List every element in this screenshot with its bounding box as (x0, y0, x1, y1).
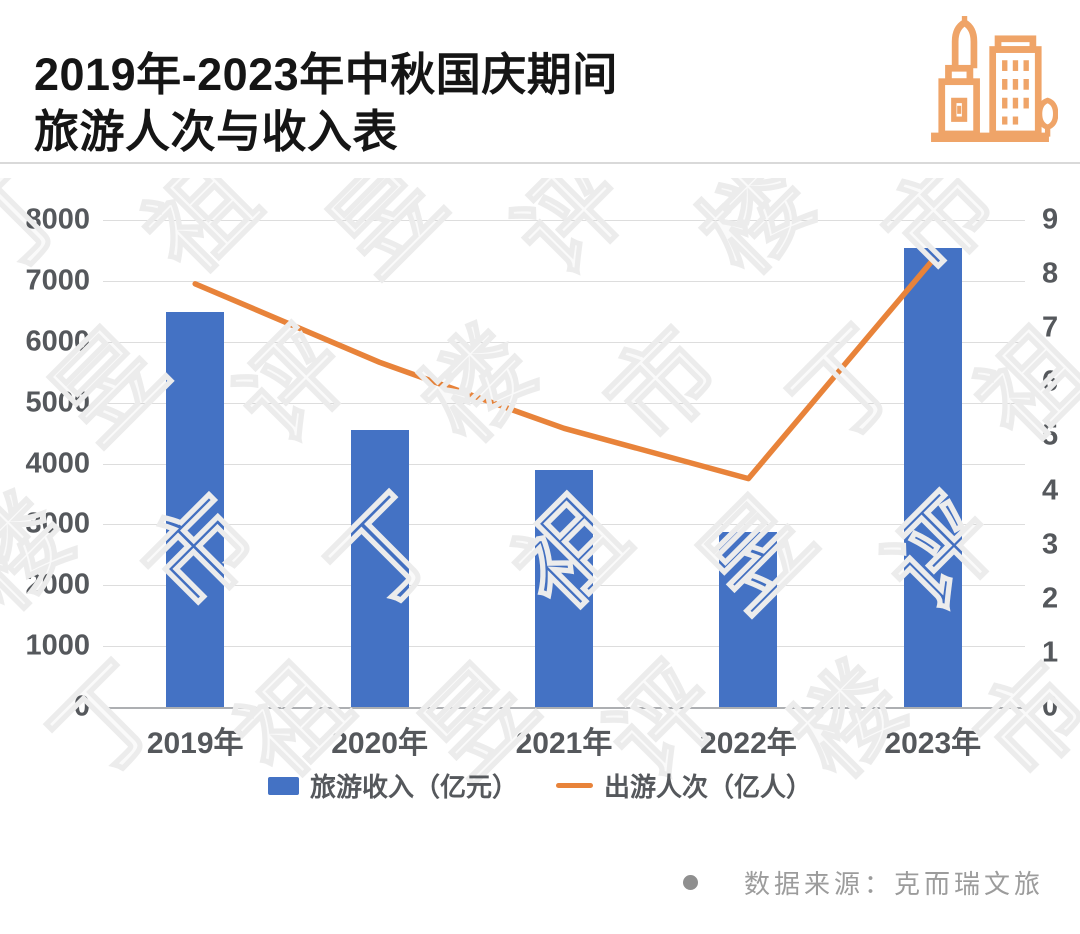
bullet-dot-icon (682, 875, 698, 890)
right-axis-tick: 7 (1042, 311, 1059, 344)
x-axis-label-2022年: 2022年 (700, 727, 797, 760)
left-axis-tick: 2000 (25, 568, 90, 601)
page-title-line1: 2019年-2023年中秋国庆期间 (34, 49, 618, 101)
legend-label: 旅游收入（亿元） (309, 772, 518, 802)
right-axis-tick: 5 (1042, 419, 1059, 452)
x-axis-label-2020年: 2020年 (331, 727, 428, 760)
right-axis-tick: 0 (1042, 690, 1059, 723)
left-axis-tick: 6000 (25, 325, 90, 358)
line-swatch-icon (556, 783, 593, 788)
right-axis-tick: 3 (1042, 528, 1059, 561)
right-axis-tick: 9 (1042, 203, 1059, 236)
x-axis-label-2021年: 2021年 (515, 727, 613, 760)
right-axis-tick: 4 (1042, 474, 1059, 507)
bar-2021年 (535, 470, 593, 707)
x-axis-label-2019年: 2019年 (146, 727, 244, 760)
gridline (103, 280, 1025, 282)
right-axis-tick: 8 (1042, 257, 1059, 290)
gridline (103, 707, 1025, 709)
data-source-note: 数据来源：克而瑞文旅 (682, 864, 1044, 901)
bar-2019年 (166, 311, 225, 707)
right-axis-tick: 1 (1042, 636, 1059, 669)
left-axis-tick: 4000 (25, 447, 90, 479)
bar-2022年 (719, 532, 778, 707)
bar-2020年 (350, 430, 409, 707)
bar-swatch-icon (267, 776, 299, 795)
left-axis-tick: 0 (73, 690, 90, 723)
right-axis-tick: 6 (1042, 365, 1059, 398)
data-source-text: 数据来源：克而瑞文旅 (743, 869, 1044, 899)
legend-item: 旅游收入（亿元） (267, 767, 518, 804)
legend-label: 出游人次（亿人） (604, 772, 813, 802)
x-axis-label-2023年: 2023年 (884, 727, 982, 760)
left-axis-tick: 5000 (25, 386, 90, 419)
legend-item: 出游人次（亿人） (556, 767, 812, 804)
left-axis-tick: 7000 (25, 264, 90, 297)
gridline (103, 402, 1025, 404)
gridline (103, 220, 1025, 221)
city-buildings-icon (931, 16, 1058, 142)
line-series-出游人次（亿人） (192, 257, 936, 482)
page-title-line2: 旅游人次与收入表 (34, 106, 399, 158)
gridline (103, 341, 1025, 343)
page-title: 2019年-2023年中秋国庆期间 旅游人次与收入表 (34, 46, 618, 160)
chart-legend: 旅游收入（亿元） 出游人次（亿人） (0, 767, 1080, 804)
watermark-glyph: 楼 (0, 475, 96, 633)
bar-2023年 (903, 248, 962, 707)
right-axis-tick: 2 (1042, 582, 1059, 615)
gridline (103, 463, 1025, 465)
left-axis-tick: 3000 (25, 507, 90, 540)
header-divider (0, 162, 1080, 164)
chart-plot-area: 8000 7000 6000 5000 4000 3000 2000 1000 0 9 8 7 6 5 4 3… (25, 204, 1058, 761)
left-axis-tick: 8000 (25, 203, 90, 236)
left-axis-tick: 1000 (25, 629, 90, 662)
